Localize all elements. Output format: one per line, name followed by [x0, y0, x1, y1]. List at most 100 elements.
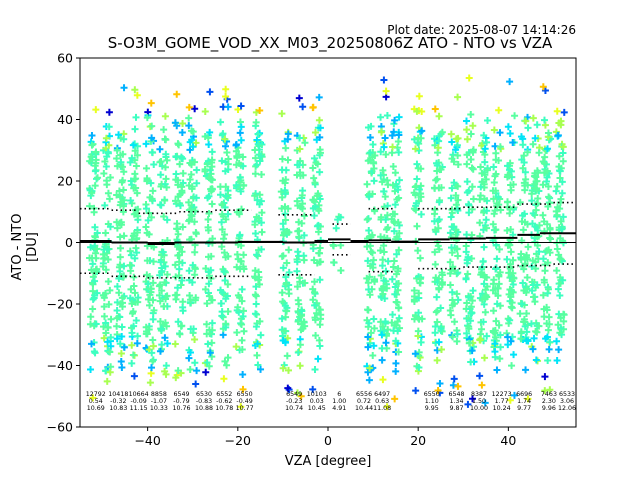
scatter-point [316, 168, 324, 176]
scatter-point [285, 290, 293, 298]
scatter-point [284, 366, 292, 374]
scatter-point [103, 177, 111, 185]
scatter-point [496, 129, 504, 137]
scatter-point [377, 171, 385, 179]
scatter-point [462, 275, 470, 283]
scatter-point [517, 250, 525, 258]
scatter-point [208, 319, 216, 327]
scatter-point [480, 243, 488, 251]
scatter-point [504, 171, 512, 179]
bin-mean-label: 0.03 [310, 398, 324, 405]
scatter-point [490, 179, 498, 187]
scatter-point [378, 262, 386, 270]
scatter-point [237, 136, 245, 144]
scatter-point [522, 117, 530, 125]
scatter-point [126, 158, 134, 166]
scatter-point [149, 357, 157, 365]
scatter-point [491, 340, 499, 348]
bin-std-label: 4.91 [332, 405, 346, 412]
scatter-point [383, 176, 391, 184]
scatter-point [207, 175, 215, 183]
scatter-point [393, 183, 401, 191]
scatter-point [365, 319, 373, 327]
bin-count-label: 6696 [516, 391, 532, 398]
scatter-point [465, 339, 473, 347]
scatter-point [216, 191, 224, 199]
scatter-point [521, 186, 529, 194]
scatter-point [522, 175, 530, 183]
scatter-point [524, 124, 532, 132]
scatter-point [147, 213, 155, 221]
scatter-point [530, 334, 538, 342]
scatter-point [489, 280, 497, 288]
scatter-point [224, 252, 232, 260]
x-tick-label: 0 [324, 433, 332, 448]
scatter-point [205, 210, 213, 218]
scatter-point [390, 327, 398, 335]
scatter-point [390, 227, 398, 235]
scatter-point [278, 289, 286, 297]
scatter-point [557, 217, 565, 225]
scatter-point [132, 175, 140, 183]
scatter-point [297, 392, 305, 400]
scatter-point [179, 223, 187, 231]
scatter-point [495, 245, 503, 253]
bin-mean-label: -1.07 [151, 398, 167, 405]
scatter-point [544, 183, 552, 191]
bin-mean-label: 1.00 [332, 398, 346, 405]
scatter-point [174, 181, 182, 189]
scatter-point [380, 248, 388, 256]
scatter-point [253, 251, 261, 259]
bin-count-label: 6549 [286, 391, 302, 398]
scatter-point [389, 181, 397, 189]
scatter-point [209, 235, 217, 243]
scatter-point [524, 395, 532, 403]
scatter-point [541, 387, 549, 395]
scatter-point [463, 160, 471, 168]
scatter-point [295, 161, 303, 169]
scatter-point [252, 154, 260, 162]
scatter-point [142, 140, 150, 148]
scatter-point [545, 193, 553, 201]
y-tick-label: −20 [47, 297, 73, 312]
scatter-point [309, 196, 317, 204]
scatter-point [284, 334, 292, 342]
scatter-point [535, 248, 543, 256]
scatter-point [504, 341, 512, 349]
x-axis-label: VZA [degree] [284, 454, 372, 469]
scatter-point [383, 225, 391, 233]
scatter-point [142, 205, 150, 213]
scatter-point [524, 148, 532, 156]
scatter-point [128, 300, 136, 308]
scatter-point [191, 105, 199, 113]
scatter-point [224, 280, 232, 288]
scatter-point [86, 157, 94, 165]
bin-std-label: 11.08 [373, 405, 391, 412]
scatter-point [162, 295, 170, 303]
bin-std-label: 10.77 [236, 405, 254, 412]
scatter-point [116, 151, 124, 159]
bin-mean-label: 0.54 [89, 398, 103, 405]
scatter-point [204, 340, 212, 348]
scatter-point [186, 206, 194, 214]
scatter-point [529, 257, 537, 265]
scatter-point [517, 328, 525, 336]
scatter-point [481, 158, 489, 166]
scatter-point [507, 225, 515, 233]
scatter-point [218, 200, 226, 208]
scatter-point [553, 337, 561, 345]
scatter-point [148, 148, 156, 156]
scatter-point [395, 304, 403, 312]
scatter-point [234, 303, 242, 311]
scatter-point [132, 113, 140, 121]
scatter-point [506, 205, 514, 213]
scatter-point [232, 161, 240, 169]
scatter-point [104, 278, 112, 286]
scatter-point [413, 160, 421, 168]
scatter-point [90, 208, 98, 216]
bin-mean-label: 1.50 [472, 398, 486, 405]
scatter-point [238, 320, 246, 328]
scatter-point [161, 112, 169, 120]
scatter-point [178, 128, 186, 136]
scatter-point [106, 348, 114, 356]
